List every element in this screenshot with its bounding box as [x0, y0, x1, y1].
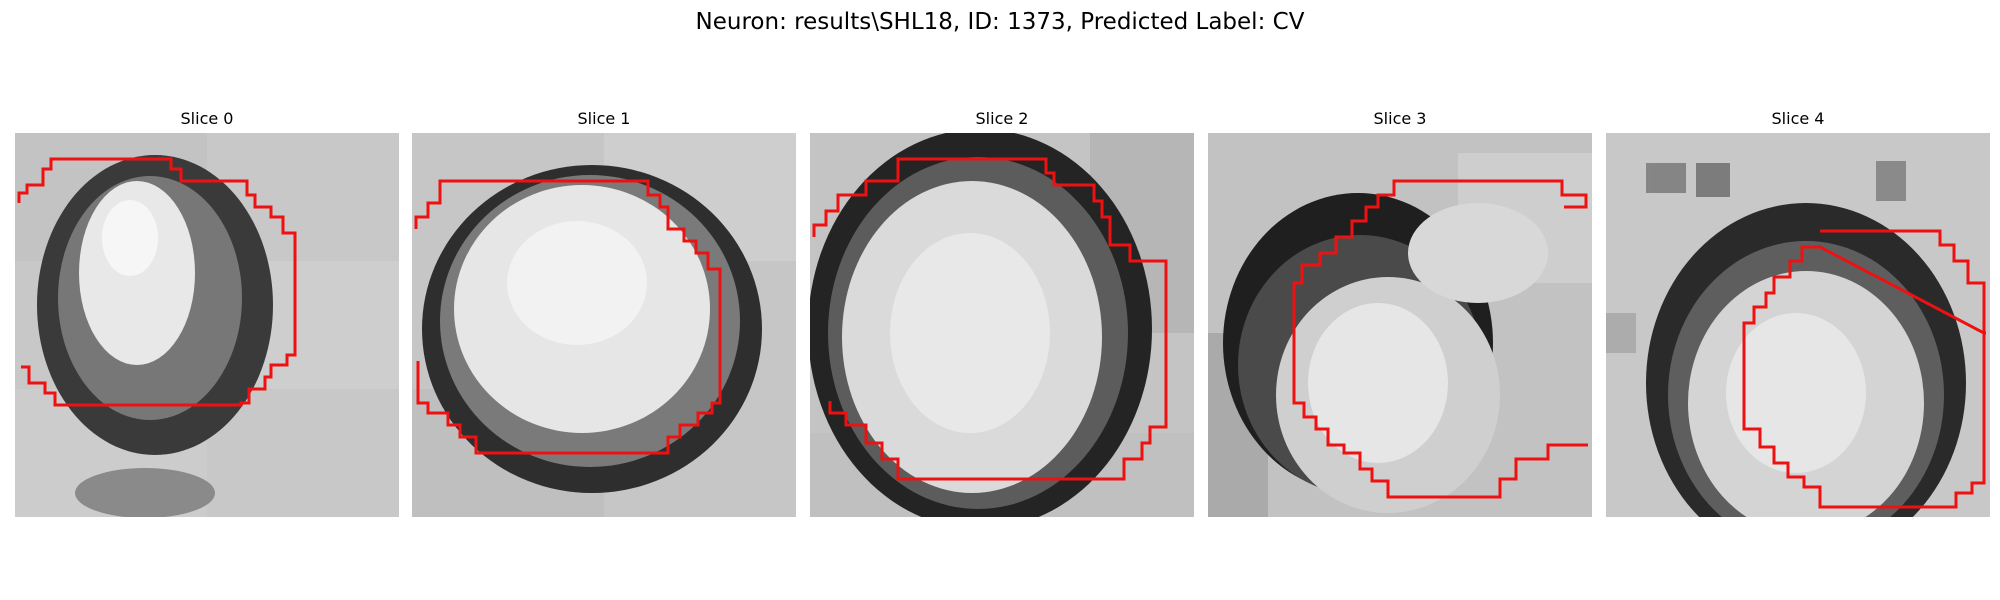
slice-image-1	[412, 133, 796, 517]
slice-image-3	[1208, 133, 1592, 517]
slice-panel-3: Slice 3	[1208, 108, 1592, 517]
slice-panel-0: Slice 0	[15, 108, 399, 517]
slice-title: Slice 0	[180, 109, 234, 128]
slice-image-4	[1606, 133, 1990, 517]
figure-title: Neuron: results\SHL18, ID: 1373, Predict…	[695, 9, 1305, 35]
slice-panel-4: Slice 4	[1606, 108, 1990, 517]
slice-panel-2: Slice 2	[810, 108, 1194, 517]
slice-title: Slice 3	[1373, 109, 1427, 128]
slice-title: Slice 4	[1771, 109, 1825, 128]
slice-image-2	[810, 133, 1194, 517]
slice-title: Slice 2	[975, 109, 1029, 128]
slice-title: Slice 1	[577, 109, 631, 128]
slice-image-0	[15, 133, 399, 517]
slice-panel-1: Slice 1	[412, 108, 796, 517]
